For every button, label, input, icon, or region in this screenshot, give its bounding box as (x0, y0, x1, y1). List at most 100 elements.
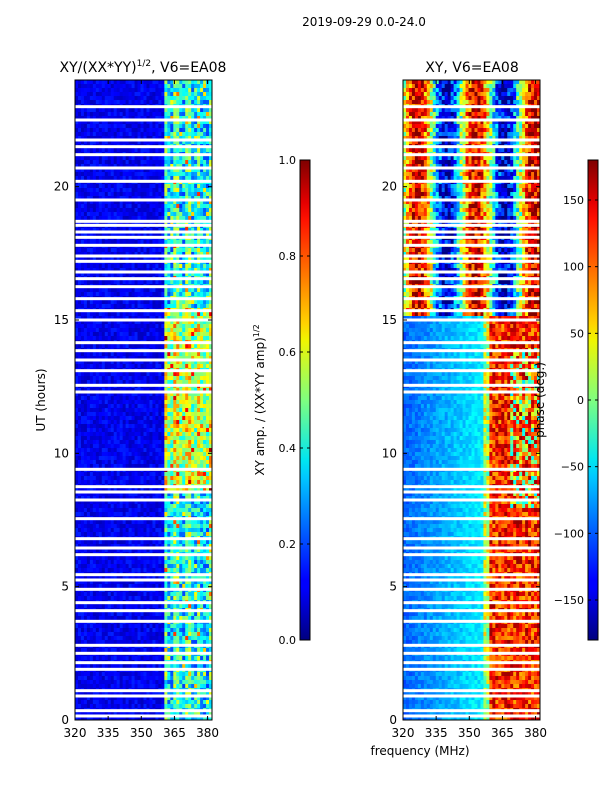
amplitude-heatmap-cell (116, 240, 121, 245)
amplitude-heatmap-cell (86, 436, 91, 441)
amplitude-heatmap-cell (188, 428, 192, 433)
amplitude-heatmap-cell (179, 168, 183, 173)
amplitude-heatmap-cell (101, 228, 106, 233)
amplitude-heatmap-cell (80, 172, 85, 177)
amplitude-heatmap-cell (134, 140, 138, 145)
amplitude-heatmap-cell (149, 504, 153, 509)
amplitude-heatmap-cell (104, 436, 109, 441)
amplitude-heatmap-cell (92, 356, 97, 361)
amplitude-heatmap-cell (125, 388, 130, 393)
amplitude-heatmap-cell (125, 256, 130, 261)
amplitude-heatmap-cell (134, 472, 138, 477)
amplitude-heatmap-cell (194, 256, 198, 261)
amplitude-heatmap-cell (137, 312, 141, 317)
amplitude-heatmap-cell (167, 208, 171, 213)
amplitude-heatmap-cell (182, 480, 186, 485)
amplitude-heatmap-cell (125, 352, 130, 357)
amplitude-heatmap-cell (83, 300, 88, 305)
amplitude-heatmap-cell (125, 428, 130, 433)
amplitude-heatmap-cell (98, 96, 103, 101)
amplitude-heatmap-cell (143, 412, 147, 417)
amplitude-heatmap-cell (134, 328, 138, 333)
amplitude-heatmap-cell (188, 116, 192, 121)
amplitude-heatmap-cell (152, 128, 156, 133)
amplitude-heatmap-cell (158, 280, 162, 285)
amplitude-heatmap-cell (92, 312, 97, 317)
amplitude-heatmap-cell (128, 332, 132, 337)
amplitude-heatmap-cell (140, 320, 144, 325)
amplitude-heatmap-cell (101, 268, 106, 273)
amplitude-heatmap-cell (179, 312, 183, 317)
amplitude-heatmap-cell (155, 232, 159, 237)
amplitude-heatmap-cell (161, 292, 165, 297)
amplitude-heatmap-cell (107, 404, 112, 409)
amplitude-heatmap-cell (83, 272, 88, 277)
amplitude-heatmap-cell (203, 392, 207, 397)
amplitude-heatmap-cell (134, 232, 138, 237)
amplitude-heatmap-cell (206, 92, 210, 97)
amplitude-heatmap-cell (137, 392, 141, 397)
amplitude-heatmap-cell (206, 404, 210, 409)
amplitude-heatmap-cell (137, 440, 141, 445)
amplitude-heatmap-cell (179, 184, 183, 189)
amplitude-heatmap-cell (170, 164, 174, 169)
amplitude-heatmap-cell (131, 500, 135, 505)
amplitude-heatmap-cell (179, 492, 183, 497)
amplitude-heatmap-cell (152, 176, 156, 181)
amplitude-heatmap-cell (89, 464, 94, 469)
amplitude-heatmap-cell (146, 112, 150, 117)
amplitude-heatmap-cell (92, 412, 97, 417)
amplitude-heatmap-cell (194, 500, 198, 505)
amplitude-heatmap-cell (197, 116, 201, 121)
amplitude-heatmap-cell (191, 460, 195, 465)
amplitude-heatmap-cell (98, 328, 103, 333)
amplitude-heatmap-cell (116, 440, 121, 445)
amplitude-heatmap-cell (134, 440, 138, 445)
amplitude-heatmap-cell (206, 436, 210, 441)
amplitude-heatmap-cell (128, 124, 132, 129)
amplitude-heatmap-cell (86, 120, 91, 125)
amplitude-heatmap-cell (200, 124, 204, 129)
amplitude-heatmap-cell (140, 312, 144, 317)
amplitude-heatmap-cell (143, 360, 147, 365)
amplitude-heatmap-cell (83, 228, 88, 233)
amplitude-heatmap-cell (206, 332, 210, 337)
amplitude-heatmap-cell (113, 360, 118, 365)
amplitude-heatmap-cell (191, 212, 195, 217)
amplitude-heatmap-cell (200, 364, 204, 369)
amplitude-heatmap-cell (83, 168, 88, 173)
amplitude-heatmap-cell (149, 404, 153, 409)
amplitude-heatmap-cell (203, 436, 207, 441)
amplitude-heatmap-cell (158, 228, 162, 233)
amplitude-heatmap-cell (75, 328, 79, 333)
amplitude-heatmap-cell (98, 504, 103, 509)
amplitude-heatmap-cell (152, 200, 156, 205)
amplitude-heatmap-cell (83, 364, 88, 369)
amplitude-heatmap-cell (122, 352, 127, 357)
amplitude-heatmap-cell (80, 436, 85, 441)
amplitude-heatmap-cell (122, 440, 127, 445)
amplitude-heatmap-cell (75, 500, 79, 505)
amplitude-heatmap-cell (188, 124, 192, 129)
amplitude-heatmap-cell (119, 108, 124, 113)
amplitude-heatmap-cell (170, 216, 174, 221)
amplitude-heatmap-cell (164, 124, 168, 129)
amplitude-heatmap-cell (185, 396, 189, 401)
amplitude-heatmap-cell (149, 476, 153, 481)
amplitude-heatmap-cell (200, 184, 204, 189)
amplitude-heatmap-cell (179, 416, 183, 421)
amplitude-heatmap-cell (173, 472, 177, 477)
amplitude-heatmap-cell (143, 268, 147, 273)
amplitude-heatmap-cell (110, 356, 115, 361)
amplitude-heatmap-cell (176, 84, 180, 89)
amplitude-heatmap-cell (110, 172, 115, 177)
amplitude-heatmap-cell (140, 164, 144, 169)
amplitude-heatmap-cell (200, 412, 204, 417)
amplitude-heatmap-cell (197, 212, 201, 217)
amplitude-heatmap-cell (206, 136, 210, 141)
amplitude-heatmap-cell (206, 488, 210, 493)
amplitude-heatmap-cell (188, 356, 192, 361)
amplitude-heatmap-cell (170, 312, 174, 317)
amplitude-heatmap-cell (179, 432, 183, 437)
amplitude-heatmap-cell (164, 320, 168, 325)
